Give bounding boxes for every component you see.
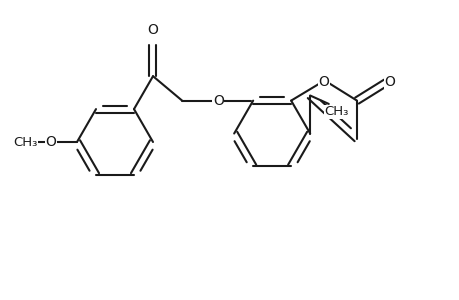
Text: CH₃: CH₃ [324,105,348,119]
Text: O: O [384,75,394,88]
Text: O: O [213,94,223,108]
Text: O: O [318,75,329,88]
Text: O: O [147,23,158,37]
Text: CH₃: CH₃ [13,136,37,148]
Text: O: O [45,135,56,149]
